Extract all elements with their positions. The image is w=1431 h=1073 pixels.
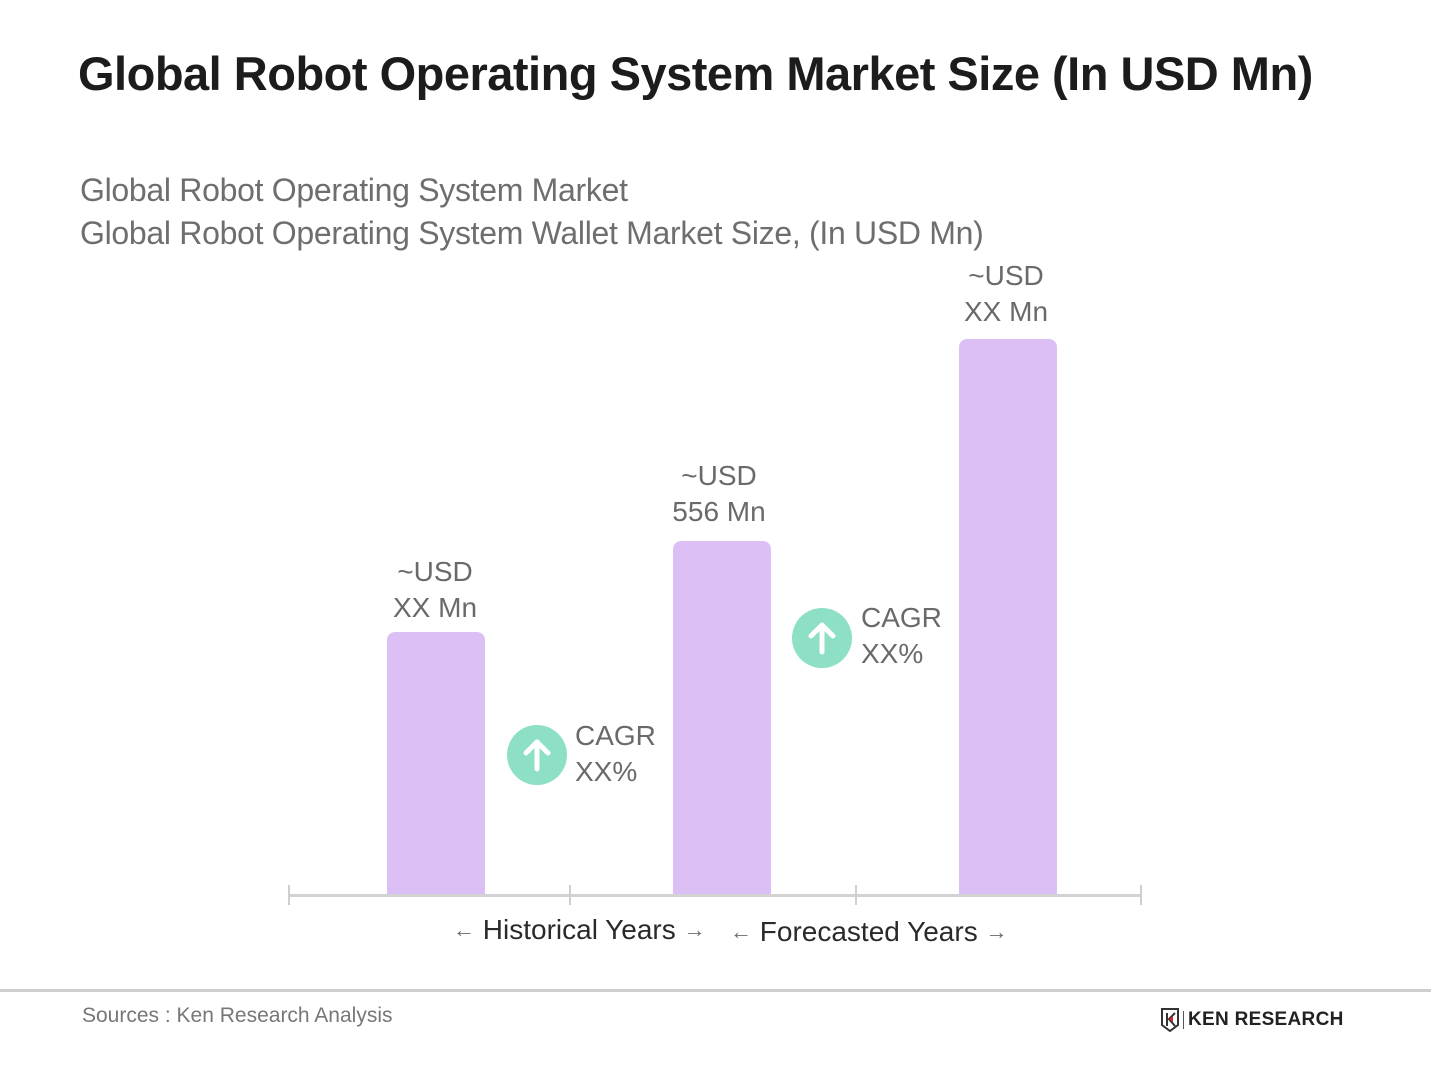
period-label-historical: ← Historical Years → bbox=[453, 914, 706, 946]
ken-research-logo: KEN RESEARCH bbox=[1160, 1008, 1344, 1032]
bar-historical-start bbox=[387, 632, 485, 895]
period-label-forecasted: ← Forecasted Years → bbox=[730, 916, 1007, 948]
x-axis-line bbox=[289, 894, 1142, 897]
footer-divider bbox=[0, 989, 1431, 992]
bar-base-year bbox=[673, 541, 771, 895]
x-axis-tick bbox=[288, 885, 290, 905]
arrow-left-icon: ← bbox=[453, 917, 475, 942]
arrow-right-icon: → bbox=[985, 919, 1008, 944]
x-axis-tick bbox=[855, 885, 857, 905]
bar-forecast-end bbox=[959, 339, 1057, 895]
ken-research-logo-icon bbox=[1161, 1008, 1179, 1032]
bar-label-value: 556 Mn bbox=[672, 496, 766, 527]
cagr-annotation-2: CAGR XX% bbox=[861, 600, 942, 672]
bar-label-value: XX Mn bbox=[392, 592, 478, 623]
cagr-annotation-1: CAGR XX% bbox=[575, 718, 656, 790]
chart-subtitle-2: Global Robot Operating System Wallet Mar… bbox=[80, 215, 984, 251]
arrow-right-icon: → bbox=[683, 917, 706, 942]
cagr-label: CAGR bbox=[575, 720, 656, 751]
forecasted-years-label: Forecasted Years bbox=[759, 916, 978, 947]
bar-label-currency: ~USD bbox=[681, 460, 757, 491]
logo-text: KEN RESEARCH bbox=[1188, 1009, 1344, 1030]
x-axis-tick bbox=[569, 885, 571, 905]
up-arrow-icon bbox=[507, 725, 567, 785]
up-arrow-icon bbox=[792, 608, 852, 668]
arrow-left-icon: ← bbox=[730, 919, 752, 944]
x-axis-tick bbox=[1140, 885, 1142, 905]
chart-subtitle-1: Global Robot Operating System Market bbox=[80, 172, 628, 208]
bar-label-currency: ~USD bbox=[968, 260, 1044, 291]
bar-value-label-1: ~USD XX Mn bbox=[355, 554, 515, 626]
bar-label-currency: ~USD bbox=[397, 556, 473, 587]
bar-value-label-3: ~USD XX Mn bbox=[926, 258, 1086, 330]
historical-years-label: Historical Years bbox=[482, 914, 676, 945]
source-note: Sources : Ken Research Analysis bbox=[82, 1004, 393, 1027]
chart-title: Global Robot Operating System Market Siz… bbox=[78, 47, 1313, 100]
logo-divider bbox=[1183, 1011, 1184, 1029]
cagr-value: XX% bbox=[575, 756, 638, 787]
bar-label-value: XX Mn bbox=[963, 296, 1049, 327]
bar-value-label-2: ~USD 556 Mn bbox=[639, 458, 799, 530]
cagr-value: XX% bbox=[861, 638, 924, 669]
cagr-label: CAGR bbox=[861, 602, 942, 633]
